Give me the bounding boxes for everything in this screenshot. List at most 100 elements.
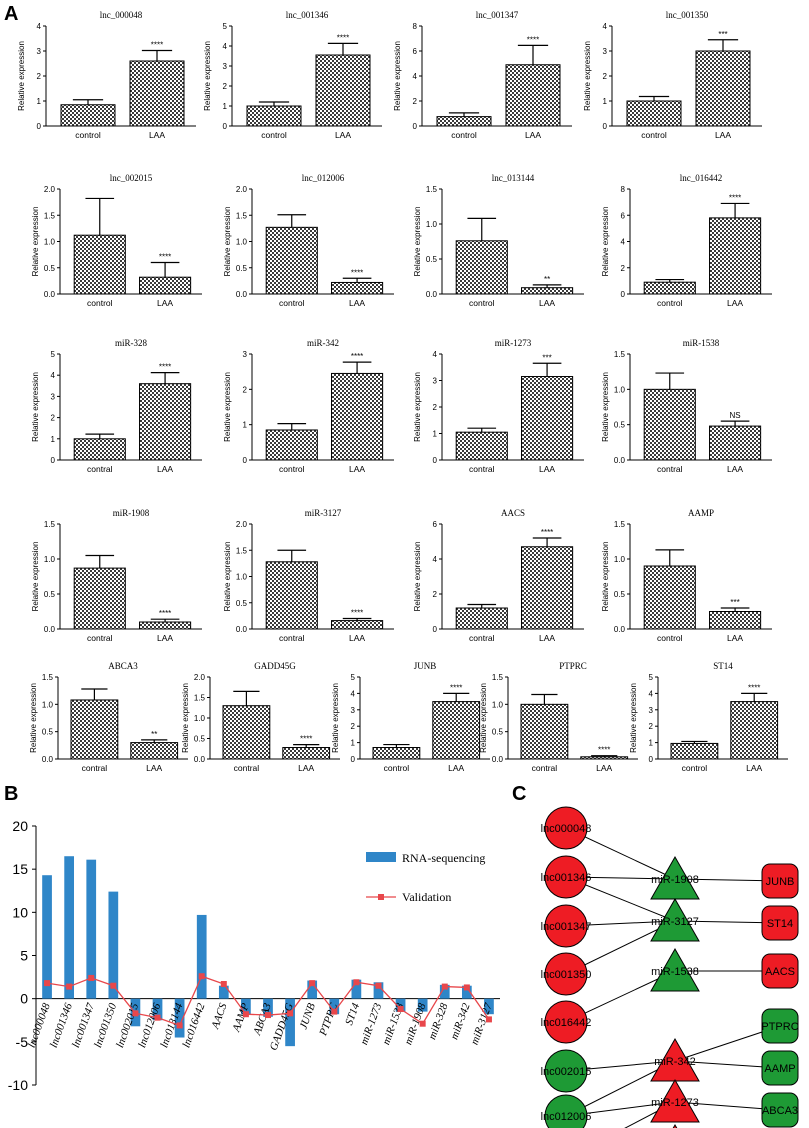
bar-lnc016442 bbox=[196, 914, 207, 999]
bar-mir-328 bbox=[439, 984, 450, 999]
node-lnc000048: lnc000048 bbox=[541, 806, 591, 850]
subplot-mir-3127: miR-3127 0.0 0.5 1.0 1.5 2.0 Relative expressi… bbox=[223, 508, 394, 643]
bar-lnc000048 bbox=[42, 875, 52, 999]
y-tick-label: 1.0 bbox=[236, 238, 248, 247]
y-tick-label: 4 bbox=[621, 238, 626, 247]
node-label: AACS bbox=[765, 966, 795, 978]
mrna-box bbox=[761, 905, 799, 941]
subplot-title: AAMP bbox=[688, 508, 714, 518]
y-axis-label: Relative expression bbox=[413, 207, 422, 277]
y-tick-label: 2 bbox=[649, 722, 654, 731]
category-label: control bbox=[641, 130, 667, 140]
significance-label: **** bbox=[337, 33, 349, 42]
category-label: LAA bbox=[146, 763, 162, 773]
y-axis-label: Relative expression bbox=[31, 207, 40, 277]
subplot-title: lnc_001346 bbox=[286, 10, 329, 20]
mirna-triangle bbox=[650, 897, 700, 942]
validation-point bbox=[242, 1011, 249, 1018]
y-tick-label: 1.5 bbox=[426, 185, 438, 194]
bar-mir-3127 bbox=[484, 998, 494, 1015]
y-tick-label: 0.0 bbox=[426, 290, 438, 299]
category-label: LAA bbox=[349, 298, 365, 308]
y-tick-label: 3 bbox=[243, 350, 248, 359]
category-label: contral bbox=[469, 633, 495, 643]
category-label: LAA bbox=[349, 633, 365, 643]
y-tick-label: 2.0 bbox=[236, 185, 248, 194]
bar-laa bbox=[505, 64, 561, 127]
subplot-lnc-001346: lnc_001346 0 1 2 3 4 5 Relative expression contr… bbox=[203, 10, 382, 140]
subplot-lnc-001350: lnc_001350 0 1 2 3 4 Relative expression contro… bbox=[583, 10, 762, 140]
bar-contral bbox=[73, 438, 126, 461]
bar-laa bbox=[139, 276, 192, 295]
category-label: contral bbox=[279, 633, 305, 643]
node-lnc016442: lnc016442 bbox=[541, 1000, 591, 1044]
y-tick-label: 1.0 bbox=[426, 220, 438, 229]
y-tick-label: 1.5 bbox=[44, 211, 56, 220]
y-tick-label: 0.0 bbox=[236, 625, 248, 634]
panel-c-label: C bbox=[512, 783, 526, 805]
category-label: LAA bbox=[715, 130, 731, 140]
node-lnc001346: lnc001346 bbox=[541, 855, 591, 899]
category-label: contral bbox=[87, 464, 113, 474]
category-label: control bbox=[75, 130, 101, 140]
node-label: miR-1538 bbox=[651, 966, 699, 978]
significance-label: *** bbox=[730, 598, 739, 607]
category-label: contral bbox=[234, 763, 260, 773]
bar-lnc001346 bbox=[64, 856, 75, 999]
subplot-title: lnc_012006 bbox=[302, 173, 345, 183]
y-axis-label: Relative expression bbox=[29, 683, 38, 753]
y-tick-label: 1 bbox=[603, 97, 608, 106]
category-label: control bbox=[657, 633, 683, 643]
bar-aamp bbox=[241, 998, 251, 1015]
bar-control bbox=[455, 240, 508, 295]
y-tick-label: 4 bbox=[603, 22, 608, 31]
significance-label: **** bbox=[159, 609, 171, 618]
y-tick-label: 1.5 bbox=[614, 350, 626, 359]
y-tick-label: 2 bbox=[37, 72, 42, 81]
y-tick-label: 2 bbox=[433, 590, 438, 599]
category-label: LAA bbox=[539, 298, 555, 308]
bar-laa bbox=[709, 425, 762, 461]
legend-label: RNA-sequencing bbox=[402, 851, 485, 865]
panel-b-chart: B -10-505101520lnc000048lnc001346lnc0013… bbox=[4, 783, 500, 1093]
y-axis-label: Relative expression bbox=[413, 542, 422, 612]
node-label: lnc002015 bbox=[541, 1066, 592, 1078]
y-tick-label: 1 bbox=[243, 421, 248, 430]
node-ST14: ST14 bbox=[761, 905, 799, 941]
y-tick-label: 5 bbox=[51, 350, 56, 359]
subplot-title: miR-342 bbox=[307, 338, 339, 348]
y-tick-label: 8 bbox=[621, 185, 626, 194]
category-label: LAA bbox=[746, 763, 762, 773]
y-tick-label: 4 bbox=[413, 72, 418, 81]
subplot-title: PTPRC bbox=[559, 661, 587, 671]
node-miR-1538: miR-1538 bbox=[650, 947, 700, 992]
bar-laa bbox=[709, 217, 762, 295]
y-tick-label: 1.0 bbox=[44, 238, 56, 247]
y-tick-label: 1.5 bbox=[614, 520, 626, 529]
y-axis-label: Relative expression bbox=[583, 41, 592, 111]
y-tick-label: 4 bbox=[433, 555, 438, 564]
subplot-lnc-012006: lnc_012006 0.0 0.5 1.0 1.5 2.0 Relative expres… bbox=[223, 173, 394, 308]
y-tick-label: 0.0 bbox=[42, 755, 54, 764]
y-tick-label: 8 bbox=[413, 22, 418, 31]
bar-laa bbox=[521, 287, 574, 295]
node-label: PTPRC bbox=[761, 1021, 798, 1033]
bar-junb bbox=[307, 980, 318, 999]
validation-point bbox=[265, 1012, 271, 1019]
node-lnc001350: lnc001350 bbox=[541, 952, 591, 996]
y-tick-label: 1.5 bbox=[44, 520, 56, 529]
bar-laa bbox=[580, 756, 629, 760]
y-tick-label: 6 bbox=[413, 47, 418, 56]
subplot-title: lnc_001347 bbox=[476, 10, 519, 20]
y-axis-label: Relative expression bbox=[223, 207, 232, 277]
significance-label: **** bbox=[541, 528, 553, 537]
significance-label: NS bbox=[730, 411, 741, 420]
category-label: LAA bbox=[539, 464, 555, 474]
bar-lnc001350 bbox=[108, 891, 119, 999]
bar-control bbox=[265, 429, 318, 461]
y-tick-label: 5 bbox=[649, 673, 654, 682]
category-label: LAA bbox=[298, 763, 314, 773]
y-tick-label: 4 bbox=[37, 22, 42, 31]
y-tick-label: 2 bbox=[413, 97, 418, 106]
category-label: LAA bbox=[157, 633, 173, 643]
